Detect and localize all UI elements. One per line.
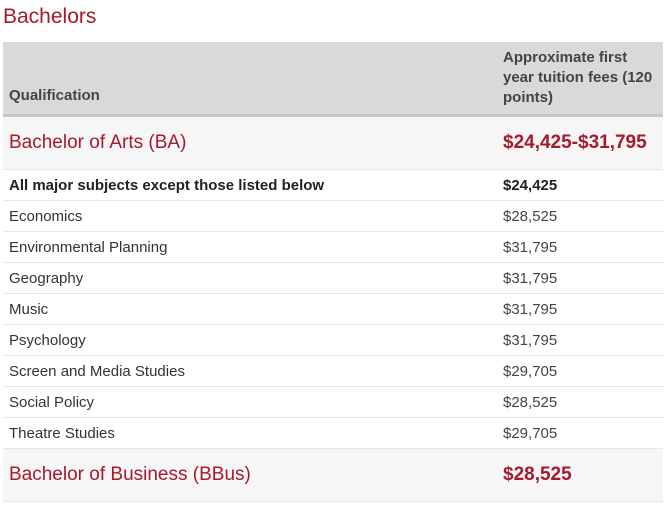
subject-fee: $31,795 bbox=[497, 324, 663, 356]
qualification-title: Bachelor of Business (BBus) bbox=[3, 448, 497, 502]
table-row: All major subjects except those listed b… bbox=[3, 169, 663, 201]
table-row: Geography $31,795 bbox=[3, 262, 663, 294]
subject-fee: $28,525 bbox=[497, 386, 663, 418]
subject-fee: $31,795 bbox=[497, 231, 663, 263]
subject-name: Theatre Studies bbox=[3, 417, 497, 449]
qualification-fee: $28,525 bbox=[497, 448, 663, 502]
table-row: Theatre Studies $29,705 bbox=[3, 417, 663, 449]
qualification-title: Bachelor of Arts (BA) bbox=[3, 115, 497, 170]
subject-fee: $29,705 bbox=[497, 355, 663, 387]
subject-fee: $24,425 bbox=[497, 169, 663, 201]
table-row: Environmental Planning $31,795 bbox=[3, 231, 663, 263]
qualification-heading-ba: Bachelor of Arts (BA) $24,425-$31,795 bbox=[3, 115, 663, 170]
subject-fee: $28,525 bbox=[497, 200, 663, 232]
qualification-fee: $24,425-$31,795 bbox=[497, 115, 663, 170]
qualification-column-header: Qualification bbox=[3, 42, 497, 117]
table-row: Economics $28,525 bbox=[3, 200, 663, 232]
subject-name: Environmental Planning bbox=[3, 231, 497, 263]
fee-column-header: Approximate first year tuition fees (120… bbox=[497, 42, 663, 117]
subject-name: Social Policy bbox=[3, 386, 497, 418]
subject-name: Music bbox=[3, 293, 497, 325]
subject-name: Economics bbox=[3, 200, 497, 232]
table-row: Music $31,795 bbox=[3, 293, 663, 325]
subject-name: Screen and Media Studies bbox=[3, 355, 497, 387]
subject-fee: $29,705 bbox=[497, 417, 663, 449]
subject-name: Psychology bbox=[3, 324, 497, 356]
table-row: Social Policy $28,525 bbox=[3, 386, 663, 418]
subject-fee: $31,795 bbox=[497, 293, 663, 325]
table-header-row: Qualification Approximate first year tui… bbox=[3, 42, 663, 117]
subject-name: All major subjects except those listed b… bbox=[3, 169, 497, 201]
qualification-heading-bbus: Bachelor of Business (BBus) $28,525 bbox=[3, 448, 663, 502]
section-title: Bachelors bbox=[3, 5, 97, 28]
subject-name: Geography bbox=[3, 262, 497, 294]
table-row: Psychology $31,795 bbox=[3, 324, 663, 356]
fees-table: Qualification Approximate first year tui… bbox=[3, 42, 663, 502]
subject-fee: $31,795 bbox=[497, 262, 663, 294]
table-row: Screen and Media Studies $29,705 bbox=[3, 355, 663, 387]
